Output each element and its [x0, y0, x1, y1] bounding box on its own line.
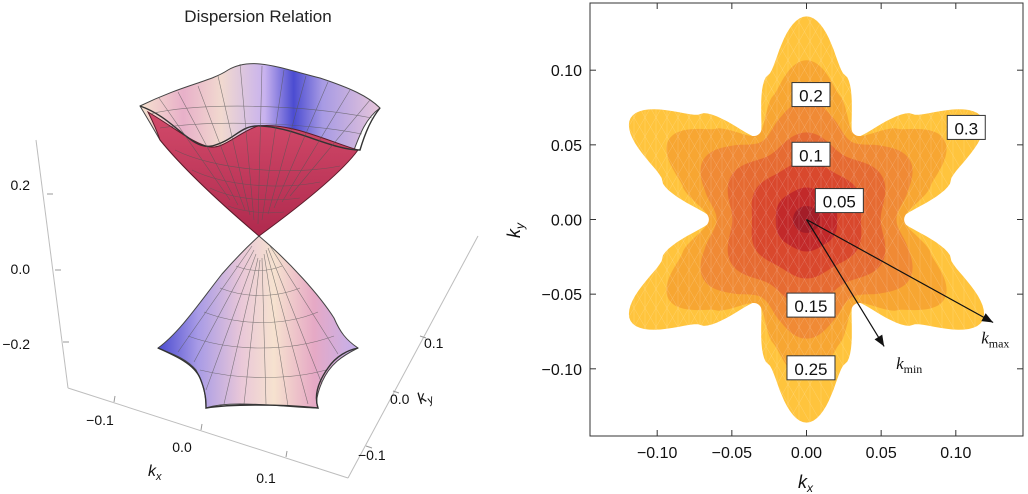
x-tick-3d: 0.0	[172, 439, 192, 455]
lower-cone	[156, 235, 359, 409]
k-max-arrowhead	[981, 313, 994, 323]
contour-label-box	[946, 114, 986, 140]
contour-label: 0.2	[799, 87, 823, 106]
surface-plot: Dispersion Relation 0.2 0.0 −0.2 −0.1 0.…	[2, 7, 479, 486]
y-tick-3d: 0.0	[390, 391, 410, 407]
x-axis-label: kx	[798, 472, 814, 494]
contour-label: 0.15	[794, 297, 827, 316]
surface-title: Dispersion Relation	[184, 7, 331, 26]
k-min-arrow	[805, 219, 885, 347]
x-tick-label: −0.10	[637, 445, 678, 462]
y-tick-3d: −0.1	[358, 447, 386, 463]
y-tick-label: −0.10	[542, 362, 583, 379]
lower-cone-surface	[156, 235, 359, 409]
lower-cone-rim	[157, 347, 359, 409]
z-tick: 0.2	[11, 177, 31, 193]
contour-plot: −0.10 −0.05 0.00 0.05 0.10 0.10 0.05 0.00 −0.05 −…	[504, 2, 1024, 494]
contour-label-box	[791, 82, 831, 108]
contour-labels: 0.2 0.3 0.1 0.05 0.15 0.25	[786, 82, 986, 381]
contour-fills	[628, 16, 985, 423]
y-tick-label: 0.10	[551, 63, 582, 80]
y-tick-3d: 0.1	[424, 335, 444, 351]
lower-cone-mesh	[177, 245, 339, 407]
k-min-label: kmin	[896, 354, 922, 376]
x-tick-3d: 0.1	[256, 470, 276, 486]
y-tick-label: −0.05	[542, 287, 583, 304]
x-tick-label: 0.05	[866, 445, 897, 462]
x-tick-3d: −0.1	[86, 412, 114, 428]
x-tick-label: −0.05	[712, 445, 753, 462]
z-tick: 0.0	[11, 261, 31, 277]
y-axis-label: ky	[504, 222, 527, 238]
k-min-arrowhead	[874, 334, 885, 347]
contour-label-box	[814, 188, 864, 214]
contour-label: 0.1	[799, 146, 823, 165]
contour-label-box	[791, 141, 831, 167]
axis-ticks: −0.10 −0.05 0.00 0.05 0.10 0.10 0.05 0.00 −0.05 −…	[542, 3, 1023, 462]
y-tick-label: 0.05	[551, 138, 582, 155]
k-max-label: kmax	[981, 328, 1009, 350]
y-tick-label: 0.00	[551, 213, 582, 230]
y-axis-label-3d: ky	[414, 386, 437, 411]
contour-label-box	[786, 355, 836, 381]
z-tick: −0.2	[2, 336, 30, 352]
x-tick-label: 0.00	[791, 445, 822, 462]
contour-label: 0.05	[823, 193, 856, 212]
x-tick-label: 0.10	[940, 445, 971, 462]
x-axis-label-3d: kx	[148, 463, 162, 483]
upper-cone	[139, 63, 381, 237]
box-ticks	[47, 193, 427, 458]
box-edges	[35, 139, 479, 479]
contour-label: 0.3	[954, 119, 978, 138]
contour-label: 0.25	[794, 360, 827, 379]
upper-cone-rim	[139, 105, 381, 151]
contour-label-box	[786, 292, 836, 318]
upper-cone-mesh	[149, 63, 373, 225]
k-max-arrow	[806, 218, 994, 324]
